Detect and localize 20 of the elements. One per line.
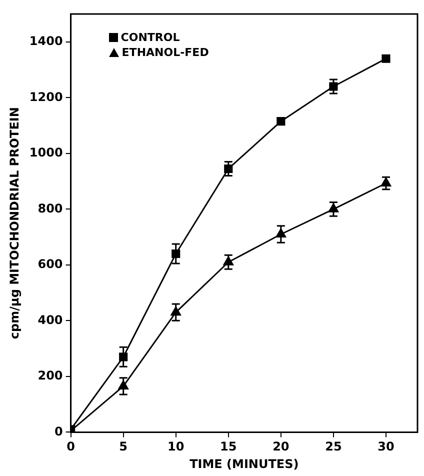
y-tick-label: 200 [38,368,63,383]
x-tick-label: 15 [220,440,237,454]
y-tick-label: 800 [38,201,63,216]
x-tick-label: 20 [272,440,290,454]
x-tick-label: 5 [119,440,128,454]
y-axis-title: cpm/µg MITOCHONDRIAL PROTEIN [7,107,22,340]
y-tick-label: 0 [54,424,63,438]
point [382,54,390,63]
x-tick-label: 0 [66,440,75,454]
y-tick-label: 600 [38,257,63,272]
y-tick-label: 1200 [29,90,63,104]
x-tick-label: 25 [325,440,342,454]
y-tick-label: 1000 [29,146,63,160]
legend-label: CONTROL [120,30,180,45]
x-tick-label: 30 [378,440,394,454]
y-tick-label: 1400 [29,34,63,48]
x-axis-title: TIME (MINUTES) [190,456,299,471]
y-tick-label: 400 [38,312,63,327]
x-tick-label: 10 [168,440,184,454]
legend-label: ETHANOL-FED [122,45,209,60]
